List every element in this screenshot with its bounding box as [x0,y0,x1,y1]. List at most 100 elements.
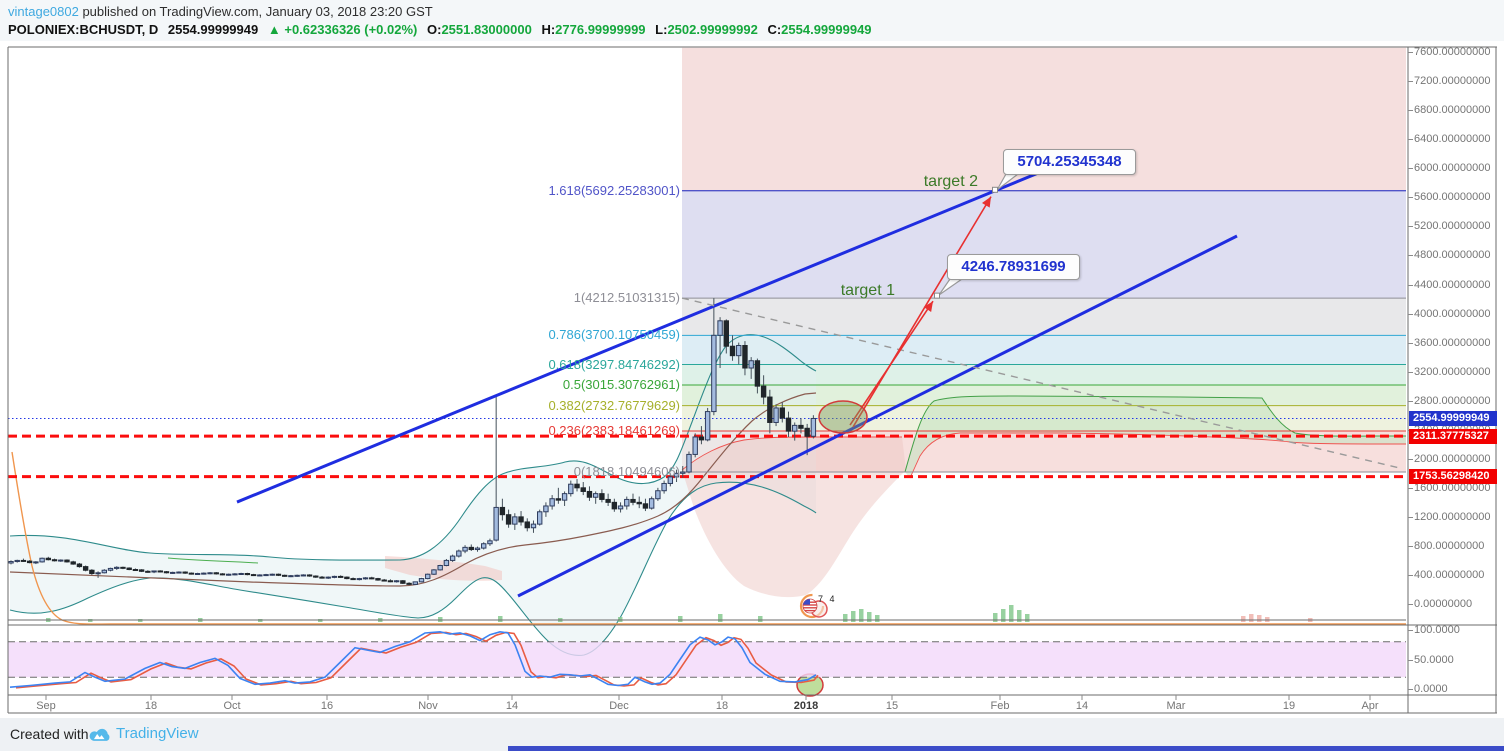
price-axis-label: 400.00000000 [1414,568,1485,581]
price-tick [1408,342,1413,344]
price-tick [1408,545,1413,547]
publish-info: vintage0802 published on TradingView.com… [8,4,433,19]
volume-layer [46,605,1313,622]
fib-level-label: 0.382(2732.76779629) [548,397,680,413]
arrows-layer [849,173,1019,428]
close-label: C: [767,22,782,37]
fib-level-label: 0.618(3297.84746292) [548,356,680,372]
price-tick [1408,400,1413,402]
price-axis-label: 2800.00000000 [1414,394,1491,407]
time-axis-label: Apr [1361,700,1379,712]
time-axis-label: Sep [36,700,56,712]
time-axis-label: 14 [505,700,519,712]
price-tick [1408,52,1413,54]
fib-level-label: 0.236(2383.18461269) [548,422,680,438]
symbol-name[interactable]: POLONIEX:BCHUSDT, D [8,22,159,37]
price-axis-label: 7200.00000000 [1414,75,1491,88]
tradingview-logo-icon [89,728,110,741]
publish-text: published on TradingView.com, January 03… [78,4,433,19]
author-link[interactable]: vintage0802 [8,4,79,19]
price-axis-label: 3200.00000000 [1414,365,1491,378]
open-value: 2551.83000000 [441,22,532,37]
change-value: +0.62336326 (+0.02%) [284,22,418,37]
price-tick [1408,226,1413,228]
time-axis-label: Oct [223,700,241,712]
price-tick [1408,284,1413,286]
close-value: 2554.99999949 [781,22,872,37]
time-axis-label: 19 [1282,700,1296,712]
highlight-layer [796,400,868,697]
indicator-axis-label: 100.0000 [1414,624,1460,636]
price-axis-label: 4400.00000000 [1414,278,1491,291]
low-label: L: [655,22,668,37]
price-tick [1408,604,1413,605]
fib-level-label: 0(1818.10494606) [573,463,680,479]
trendlines-layer [236,164,1401,598]
bottom-scrollbar[interactable] [508,746,1504,751]
price-axis-label: 4000.00000000 [1414,307,1491,320]
price-tick [1408,81,1413,83]
alert-price-badge-2: 1753.56298420 [1409,469,1497,484]
time-axis-label: 2018 [793,700,819,712]
price-tick [1408,487,1413,489]
footer-bar: Created with TradingView [0,718,1504,751]
time-axis-label: Feb [990,700,1010,712]
price-lines-layer [8,417,1406,479]
price-axis-label: 5600.00000000 [1414,191,1491,204]
price-tick [1408,110,1413,112]
indicator-tick [1408,630,1413,631]
target-2-label: target 2 [923,173,978,190]
indicator-axis-label: 50.0000 [1414,653,1454,666]
current-price-badge: 2554.99999949 [1409,411,1497,426]
fib-level-label: 0.5(3015.30762961) [562,377,680,393]
idea-marker-count: 7 4 [818,594,837,604]
fib-level-label: 0.786(3700.10750459) [548,327,680,343]
target-1-label: target 1 [840,282,895,299]
high-label: H: [541,22,556,37]
price-tick [1408,197,1413,199]
fib-level-label: 1.618(5692.25283001) [548,182,680,198]
high-value: 2776.99999999 [555,22,646,37]
price-axis-label: 4800.00000000 [1414,249,1491,262]
idea-flag-icon [799,593,828,619]
fib-lines-layer [682,189,1406,473]
borders-layer [7,46,1497,714]
indicator-panel [8,630,1406,689]
low-value: 2502.99999992 [667,22,758,37]
time-axis-label: Nov [418,700,438,712]
price-tick [1408,458,1413,460]
target-1-callout[interactable]: 4246.78931699 [947,254,1080,280]
price-tick [1408,168,1413,170]
price-tick [1408,255,1413,257]
time-axis-label: 18 [144,700,158,712]
fib-level-label: 1(4212.51031315) [573,290,680,306]
price-axis-label: 0.00000000 [1414,598,1473,610]
symbol-ohlc-row: POLONIEX:BCHUSDT, D 2554.99999949 ▲ +0.6… [8,22,872,37]
target-2-callout[interactable]: 5704.25345348 [1003,149,1136,175]
time-axis-label: Mar [1166,700,1186,712]
indicator-axis-label: 0.0000 [1414,683,1448,695]
time-axis-label: 16 [320,700,334,712]
price-axis-label: 6800.00000000 [1414,104,1491,117]
price-tick [1408,516,1413,518]
indicator-tick [1408,689,1413,690]
price-axis-label: 2000.00000000 [1414,452,1491,465]
time-axis-label: 14 [1075,700,1089,712]
price-tick [1408,313,1413,315]
change-arrow-icon: ▲ [267,22,281,37]
open-label: O: [426,22,442,37]
price-tick [1408,574,1413,576]
candles-layer [8,298,817,585]
price-axis-label: 1600.00000000 [1414,481,1491,494]
header-bar: vintage0802 published on TradingView.com… [0,0,1504,41]
price-axis-label: 3600.00000000 [1414,336,1491,349]
last-price: 2554.99999949 [167,22,259,37]
time-axis-label: 18 [715,700,729,712]
tradingview-brand-link[interactable]: TradingView [116,725,199,742]
price-tick [1408,371,1413,373]
alert-price-badge-1: 2311.37775327 [1409,429,1497,444]
price-axis-label: 7600.00000000 [1414,46,1491,59]
price-tick [1408,139,1413,141]
